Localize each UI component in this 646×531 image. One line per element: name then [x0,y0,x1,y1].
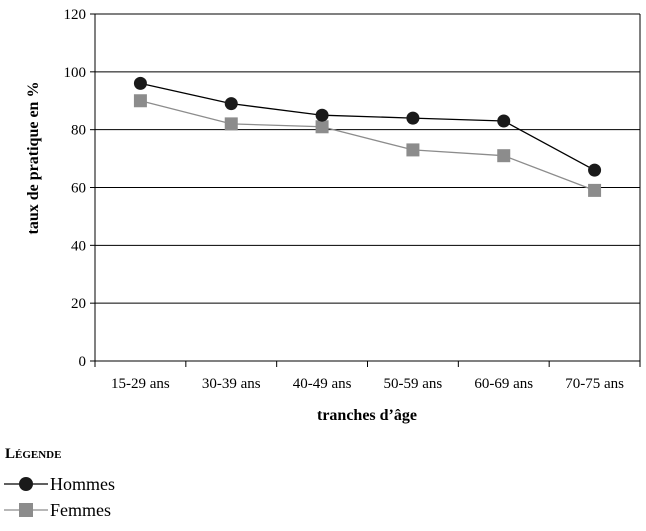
x-tick-label: 40-49 ans [293,376,352,392]
y-tick-label: 80 [71,123,86,139]
legend-marker [19,503,33,517]
legend-item-hommes: Hommes [4,474,115,494]
legend-marker [19,477,33,491]
y-tick-label: 60 [71,181,86,197]
data-point [497,149,511,163]
data-point [588,183,602,197]
series-hommes [133,76,602,177]
x-tick-labels: 15-29 ans 30-39 ans 40-49 ans 50-59 ans 60-6… [94,361,641,392]
series-line [140,82,595,171]
y-axis-title: taux de pratique en % [25,82,42,235]
legend-title: Légende [5,446,61,462]
x-tick-label: 50-59 ans [384,376,443,392]
grid-lines [95,13,640,304]
x-tick-label: 60-69 ans [474,376,533,392]
legend-label: Femmes [50,500,111,520]
x-axis-title: tranches d’âge [317,407,417,424]
data-point [133,76,147,90]
data-point [315,108,329,122]
x-tick-label: 15-29 ans [111,376,170,392]
data-point [406,111,420,125]
y-tick-label: 100 [64,65,87,81]
data-point [133,94,147,108]
x-tick-label: 70-75 ans [565,376,624,392]
series [133,76,602,197]
legend: Légende Hommes Femmes [4,446,115,520]
data-point [224,97,238,111]
y-tick-label: 120 [64,7,87,23]
y-tick-label: 40 [71,238,86,254]
y-tick-label: 20 [71,296,86,312]
y-tick-labels: 0 20 40 60 80 100 120 [64,7,95,370]
legend-items: Hommes Femmes [4,474,115,520]
data-point [315,120,329,134]
legend-label: Hommes [50,474,115,494]
data-point [497,114,511,128]
y-tick-label: 0 [79,354,87,370]
data-point [224,117,238,131]
x-tick-label: 30-39 ans [202,376,261,392]
data-point [588,163,602,177]
legend-item-femmes: Femmes [4,500,111,520]
series-femmes [133,94,602,197]
series-line [140,100,595,191]
data-point [406,143,420,157]
